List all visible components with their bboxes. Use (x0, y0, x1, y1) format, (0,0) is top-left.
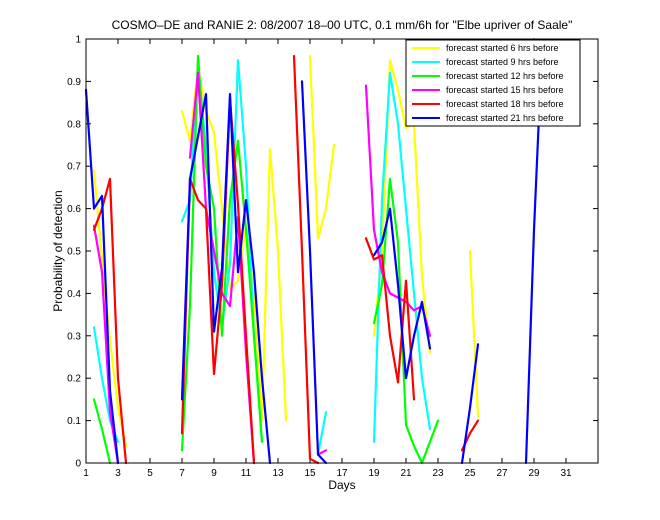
x-tick-label: 31 (560, 468, 572, 479)
series-line (292, 54, 320, 465)
series-5 (92, 41, 552, 465)
y-axis-label: Probability of detection (51, 190, 65, 311)
series-line (180, 54, 264, 452)
legend-label: forecast started 15 hrs before (446, 85, 564, 95)
series-line (372, 177, 440, 465)
y-tick-label: 0.3 (67, 331, 81, 342)
series-line (92, 169, 128, 448)
legend-label: forecast started 21 hrs before (446, 113, 564, 123)
y-tick-label: 0.1 (67, 416, 81, 427)
x-tick-labels: 1 3 5 7 9 11 13 15 17 19 21 23 25 27 29 31 (83, 468, 572, 479)
series-line (372, 207, 432, 380)
series-line (316, 449, 328, 456)
x-tick-label: 13 (272, 468, 284, 479)
y-tick-label: 0.8 (67, 119, 81, 130)
series-line (92, 398, 112, 465)
y-tick-label: 0 (75, 459, 81, 470)
legend-box (405, 39, 581, 127)
y-tick-labels: 0 0.1 0.2 0.3 0.4 0.5 0.6 0.7 0.8 0.9 1 (67, 35, 81, 470)
x-tick-label: 19 (368, 468, 380, 479)
series-line (180, 92, 272, 465)
x-tick-label: 1 (83, 468, 89, 479)
x-tick-label: 25 (464, 468, 476, 479)
legend: forecast started 6 hrs before forecast st… (405, 39, 581, 127)
x-tick-label: 15 (304, 468, 316, 479)
y-tick-label: 0.9 (67, 77, 81, 88)
series-line (316, 411, 328, 456)
legend-label: forecast started 12 hrs before (446, 71, 564, 81)
x-tick-label: 11 (241, 468, 252, 479)
series-line (180, 97, 256, 465)
x-tick-label: 21 (400, 468, 412, 479)
series-line (92, 177, 128, 465)
series-line (92, 224, 120, 465)
legend-label: forecast started 9 hrs before (446, 57, 559, 67)
series-line (468, 249, 480, 418)
chart-title: COSMO–DE and RANIE 2: 08/2007 18–00 UTC,… (112, 18, 573, 32)
x-axis-label: Days (328, 478, 355, 492)
y-tick-label: 0.7 (67, 162, 81, 173)
x-tick-label: 27 (496, 468, 508, 479)
y-tick-label: 0.4 (67, 289, 81, 300)
x-tick-label: 29 (528, 468, 540, 479)
y-tick-label: 1 (75, 35, 81, 46)
series-line (300, 80, 328, 465)
series-line (372, 71, 432, 443)
x-tick-label: 9 (211, 468, 217, 479)
series-line (364, 237, 416, 401)
plot-frame (85, 38, 599, 464)
x-tick-label: 23 (432, 468, 444, 479)
series-line (460, 343, 480, 465)
series-line (372, 59, 432, 354)
series-line (308, 54, 336, 240)
y-tick-label: 0.2 (67, 374, 81, 385)
legend-label: forecast started 18 hrs before (446, 99, 564, 109)
y-tick-label: 0.5 (67, 247, 81, 258)
x-tick-label: 5 (147, 468, 153, 479)
x-tick-label: 17 (336, 468, 348, 479)
y-tick-label: 0.6 (67, 204, 81, 215)
legend-label: forecast started 6 hrs before (446, 43, 559, 53)
x-tick-label: 3 (115, 468, 121, 479)
x-tick-label: 7 (179, 468, 185, 479)
series-line (84, 88, 120, 465)
